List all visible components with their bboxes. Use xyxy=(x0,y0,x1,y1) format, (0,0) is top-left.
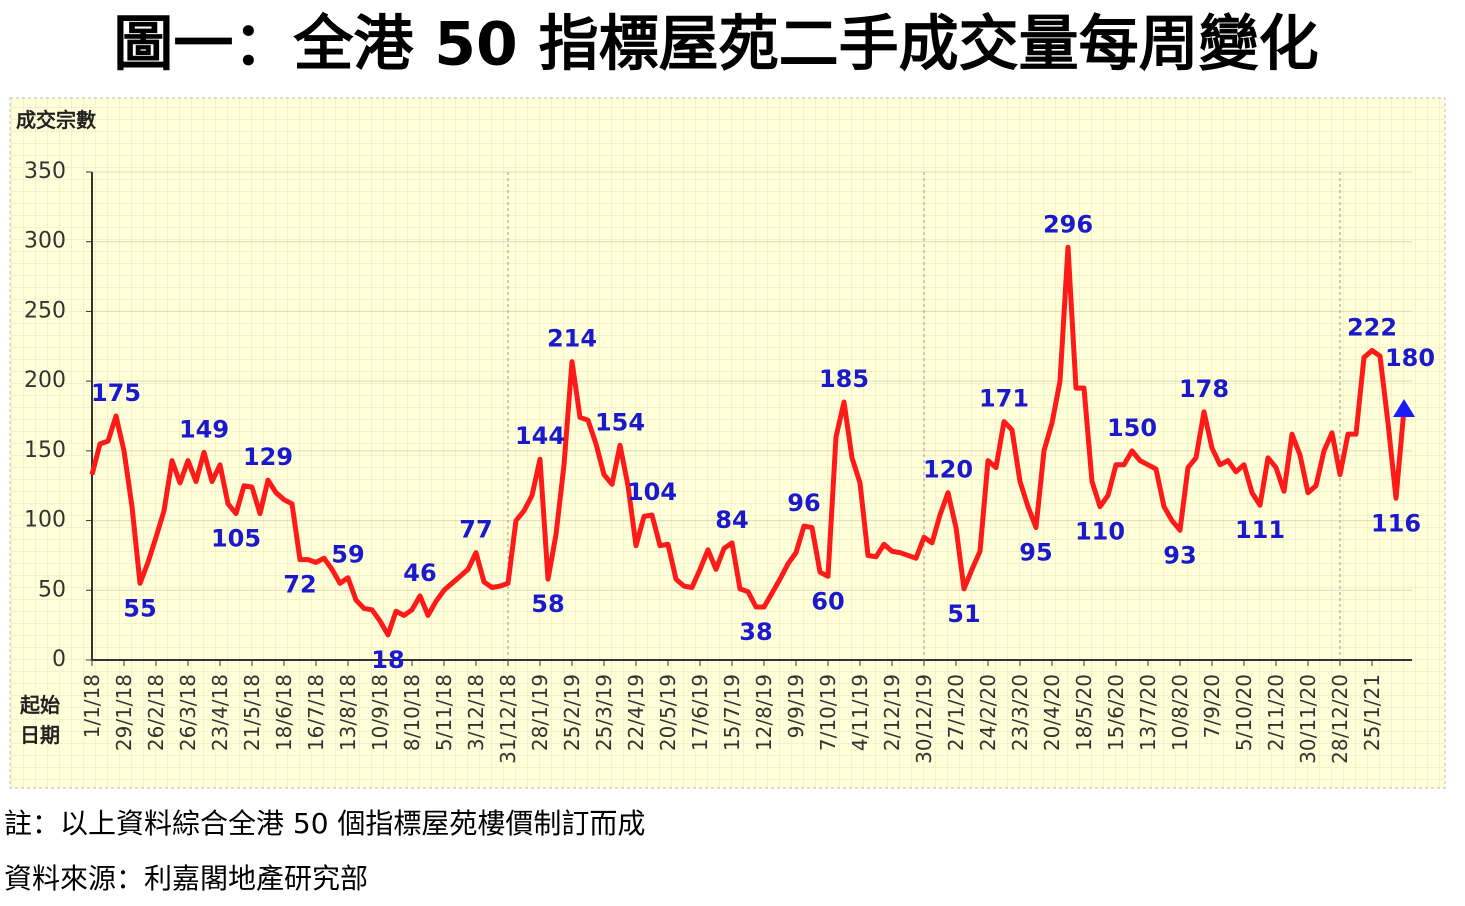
end-marker xyxy=(1393,399,1415,418)
x-tick-label: 27/1/20 xyxy=(944,674,968,751)
plot-background xyxy=(9,97,1446,789)
value-label: 178 xyxy=(1179,375,1229,403)
x-tick-label: 3/12/18 xyxy=(464,674,488,751)
value-label: 171 xyxy=(979,385,1029,413)
x-tick-label: 10/8/20 xyxy=(1168,674,1192,751)
y-axis-label: 成交宗數 xyxy=(16,108,96,132)
value-label: 222 xyxy=(1347,313,1397,341)
data-line xyxy=(89,244,1407,638)
x-tick-label: 29/1/18 xyxy=(112,674,136,751)
x-tick-label: 8/10/18 xyxy=(400,674,424,751)
x-tick-label: 26/2/18 xyxy=(144,674,168,751)
value-label: 129 xyxy=(243,443,293,471)
x-tick-label: 1/1/18 xyxy=(80,674,104,738)
value-label: 38 xyxy=(739,618,772,646)
value-label: 104 xyxy=(627,478,677,506)
value-label: 77 xyxy=(459,516,492,544)
value-label: 72 xyxy=(283,571,316,599)
x-tick-label: 26/3/18 xyxy=(176,674,200,751)
x-tick-label: 5/11/18 xyxy=(432,674,456,751)
value-label: 185 xyxy=(819,365,869,393)
x-tick-label: 20/4/20 xyxy=(1040,674,1064,751)
x-tick-label: 30/11/20 xyxy=(1296,674,1320,764)
value-label: 149 xyxy=(179,415,229,443)
x-tick-label: 2/11/20 xyxy=(1264,674,1288,751)
x-tick-label: 25/3/19 xyxy=(592,674,616,751)
value-label: 51 xyxy=(947,600,980,628)
value-label: 296 xyxy=(1043,210,1093,238)
value-label: 84 xyxy=(715,506,748,534)
x-tick-label: 18/5/20 xyxy=(1072,674,1096,751)
value-label: 110 xyxy=(1075,518,1125,546)
y-tick-label: 200 xyxy=(24,368,66,393)
y-tick-label: 0 xyxy=(52,647,66,672)
y-tick-label: 300 xyxy=(24,229,66,254)
x-tick-label: 13/8/18 xyxy=(336,674,360,751)
x-axis-label: 起始日期 xyxy=(19,693,60,747)
x-tick-label: 28/12/20 xyxy=(1328,674,1352,764)
value-label: 175 xyxy=(91,379,141,407)
x-tick-label: 7/9/20 xyxy=(1200,674,1224,738)
value-label: 60 xyxy=(811,587,844,615)
x-tick-label: 24/2/20 xyxy=(976,674,1000,751)
x-tick-label: 23/4/18 xyxy=(208,674,232,751)
chart-title: 圖一：全港 50 指標屋苑二手成交量每周變化 xyxy=(113,10,1318,80)
value-label: 95 xyxy=(1019,539,1052,567)
x-tick-label: 2/12/19 xyxy=(880,674,904,751)
value-label: 111 xyxy=(1235,516,1285,544)
x-tick-label: 20/5/19 xyxy=(656,674,680,751)
x-tick-label: 10/9/18 xyxy=(368,674,392,751)
x-tick-label: 15/7/19 xyxy=(720,674,744,751)
x-tick-label: 15/6/20 xyxy=(1104,674,1128,751)
x-tick-label: 7/10/19 xyxy=(816,674,840,751)
value-label: 93 xyxy=(1163,541,1196,569)
x-tick-label: 12/8/19 xyxy=(752,674,776,751)
value-label: 105 xyxy=(211,525,261,553)
x-tick-label: 13/7/20 xyxy=(1136,674,1160,751)
x-tick-label: 4/11/19 xyxy=(848,674,872,751)
x-tick-label: 25/1/21 xyxy=(1360,674,1384,751)
value-label: 150 xyxy=(1107,414,1157,442)
note: 註：以上資料綜合全港 50 個指標屋苑樓價制訂而成 xyxy=(4,807,645,840)
x-tick-label: 31/12/18 xyxy=(496,674,520,764)
value-label: 55 xyxy=(123,594,156,622)
y-tick-label: 150 xyxy=(24,438,66,463)
x-tick-label: 30/12/19 xyxy=(912,674,936,764)
y-tick-label: 100 xyxy=(24,508,66,533)
value-label: 144 xyxy=(515,422,565,450)
x-tick-label: 28/1/19 xyxy=(528,674,552,751)
y-tick-label: 350 xyxy=(24,159,66,184)
value-label: 116 xyxy=(1371,509,1421,537)
x-tick-label: 16/7/18 xyxy=(304,674,328,751)
x-tick-label: 25/2/19 xyxy=(560,674,584,751)
value-label: 59 xyxy=(331,541,364,569)
x-tick-label: 22/4/19 xyxy=(624,674,648,751)
x-tick-label: 17/6/19 xyxy=(688,674,712,751)
source-note: 資料來源：利嘉閣地產研究部 xyxy=(4,862,368,895)
x-tick-label: 18/6/18 xyxy=(272,674,296,751)
value-label: 58 xyxy=(531,590,564,618)
x-tick-label: 23/3/20 xyxy=(1008,674,1032,751)
value-label: 214 xyxy=(547,325,597,353)
x-tick-label: 9/9/19 xyxy=(784,674,808,738)
y-tick-label: 250 xyxy=(24,298,66,323)
value-label: 96 xyxy=(787,489,820,517)
value-label: 120 xyxy=(923,456,973,484)
value-label: 180 xyxy=(1385,344,1435,372)
value-label: 18 xyxy=(371,646,404,674)
x-tick-label: 5/10/20 xyxy=(1232,674,1256,751)
y-tick-label: 50 xyxy=(38,577,66,602)
value-label: 46 xyxy=(403,559,436,587)
x-tick-label: 21/5/18 xyxy=(240,674,264,751)
value-label: 154 xyxy=(595,408,645,436)
